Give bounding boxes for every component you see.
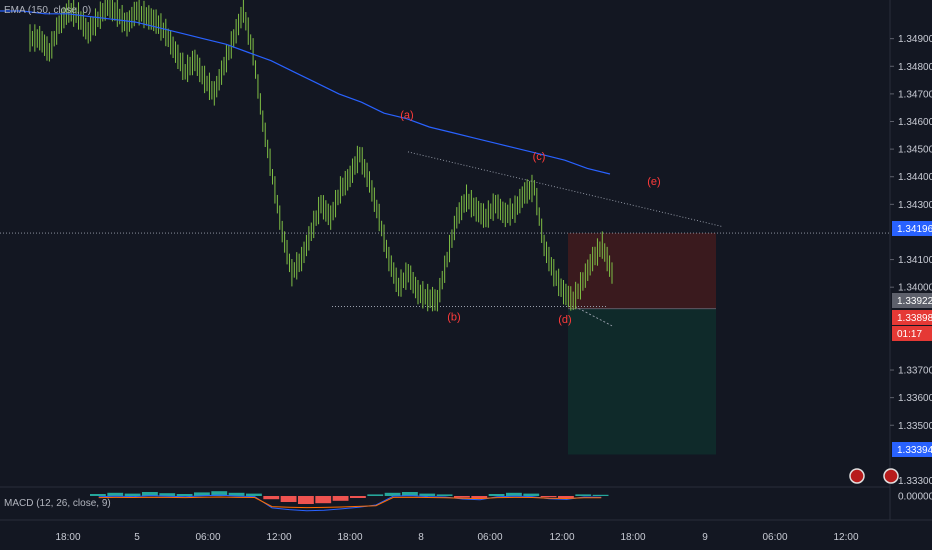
macd-histogram-bar — [367, 494, 384, 496]
price-axis-label: 1.34300 — [898, 200, 932, 211]
macd-histogram-bar — [575, 494, 592, 496]
macd-axis-label: 0.00000 — [898, 492, 932, 503]
macd-histogram-bar — [592, 494, 609, 496]
price-tag-label: 01:17 — [897, 329, 922, 340]
macd-histogram-bar — [246, 493, 262, 496]
position-zones[interactable] — [568, 233, 716, 455]
price-axis-label: 1.34600 — [898, 117, 932, 128]
price-axis-label: 1.34700 — [898, 89, 932, 100]
wave-label: (b) — [447, 311, 460, 323]
macd-pane: 0.00000 — [90, 491, 932, 512]
macd-histogram-bar — [419, 493, 436, 496]
macd-histogram-bar — [298, 496, 314, 504]
macd-histogram-bar — [454, 496, 470, 498]
macd-histogram-bar — [558, 496, 574, 499]
time-axis-label: 06:00 — [477, 532, 502, 543]
price-bars — [29, 0, 613, 312]
macd-histogram-bar — [280, 496, 297, 502]
macd-histogram-bar — [506, 492, 522, 496]
price-axis-label: 1.34900 — [898, 34, 932, 45]
time-axis-label: 18:00 — [337, 532, 362, 543]
time-axis-label: 9 — [702, 532, 708, 543]
macd-histogram-bar — [124, 493, 141, 496]
macd-histogram-bar — [159, 493, 176, 496]
wave-label: (d) — [558, 314, 571, 326]
price-tag-label: 1.34196 — [897, 224, 932, 235]
price-axis-label: 1.33600 — [898, 393, 932, 404]
ema-indicator-label[interactable]: EMA (150, close, 0) — [4, 5, 92, 16]
macd-histogram-bar — [90, 494, 106, 496]
wave-label: (c) — [533, 151, 546, 163]
macd-histogram-bar — [142, 492, 158, 496]
macd-histogram-bar — [315, 496, 332, 504]
triangle-lines[interactable] — [332, 151, 723, 327]
signal-line — [98, 496, 602, 509]
price-tags: 1.34196 1.33922 1.33898 01:17 1.33394 — [892, 221, 932, 457]
macd-histogram-bar — [332, 496, 349, 501]
macd-histogram-bar — [107, 492, 124, 496]
time-axis-label: 12:00 — [549, 532, 574, 543]
us-flag-icon[interactable] — [849, 468, 865, 484]
price-tag-label: 1.33394 — [897, 445, 932, 456]
macd-histogram-bar — [263, 496, 280, 500]
price-axis-label: 1.34400 — [898, 172, 932, 183]
macd-histogram-bar — [540, 496, 557, 498]
flag-icons — [849, 468, 899, 484]
macd-indicator-label[interactable]: MACD (12, 26, close, 9) — [4, 498, 111, 509]
price-axis-label: 1.34000 — [898, 283, 932, 294]
price-axis-label: 1.34800 — [898, 62, 932, 73]
ema-line — [0, 10, 611, 175]
price-tag — [892, 326, 932, 341]
price-tag — [892, 310, 932, 325]
macd-line — [98, 494, 602, 512]
time-axis-label: 5 — [134, 532, 140, 543]
price-axis-label: 1.34100 — [898, 255, 932, 266]
wave-label: (e) — [647, 176, 660, 188]
price-tag-label: 1.33898 — [897, 313, 932, 324]
macd-histogram-bar — [384, 492, 401, 496]
macd-histogram-bar — [488, 494, 505, 496]
price-tag — [892, 221, 932, 236]
time-axis-label: 18:00 — [620, 532, 645, 543]
time-axis-label: 06:00 — [195, 532, 220, 543]
projection-line[interactable] — [574, 306, 613, 327]
price-axis-label: 1.33300 — [898, 476, 932, 487]
time-axis-label: 12:00 — [266, 532, 291, 543]
price-tag — [892, 442, 932, 457]
time-axis[interactable]: 18:00 5 06:00 12:00 18:00 8 06:00 12:00 18:00 9 06… — [55, 532, 858, 543]
time-axis-label: 06:00 — [762, 532, 787, 543]
macd-histogram-bar — [471, 496, 488, 499]
time-axis-label: 18:00 — [55, 532, 80, 543]
price-axis[interactable]: 1.34900 1.34800 1.34700 1.34600 1.34500 1.344… — [890, 34, 932, 487]
macd-histogram-bar — [436, 494, 453, 496]
macd-histogram-bar — [350, 496, 366, 498]
time-axis-label: 8 — [418, 532, 424, 543]
price-tag-label: 1.33922 — [897, 296, 932, 307]
time-axis-label: 12:00 — [833, 532, 858, 543]
wave-label: (a) — [400, 110, 413, 122]
macd-histogram-bar — [402, 492, 418, 496]
macd-histogram-bar — [176, 494, 193, 496]
price-axis-label: 1.34500 — [898, 145, 932, 156]
price-axis-label: 1.33700 — [898, 366, 932, 377]
price-tag — [892, 293, 932, 308]
macd-histogram-bar — [523, 493, 540, 496]
take-profit-zone[interactable] — [568, 308, 716, 455]
macd-histogram-bar — [211, 491, 228, 496]
price-axis-label: 1.33500 — [898, 421, 932, 432]
macd-histogram-bar — [194, 492, 210, 496]
wave-labels: (a) (b) (c) (d) (e) — [400, 110, 660, 326]
macd-histogram-bar — [228, 492, 245, 496]
us-flag-icon[interactable] — [883, 468, 899, 484]
